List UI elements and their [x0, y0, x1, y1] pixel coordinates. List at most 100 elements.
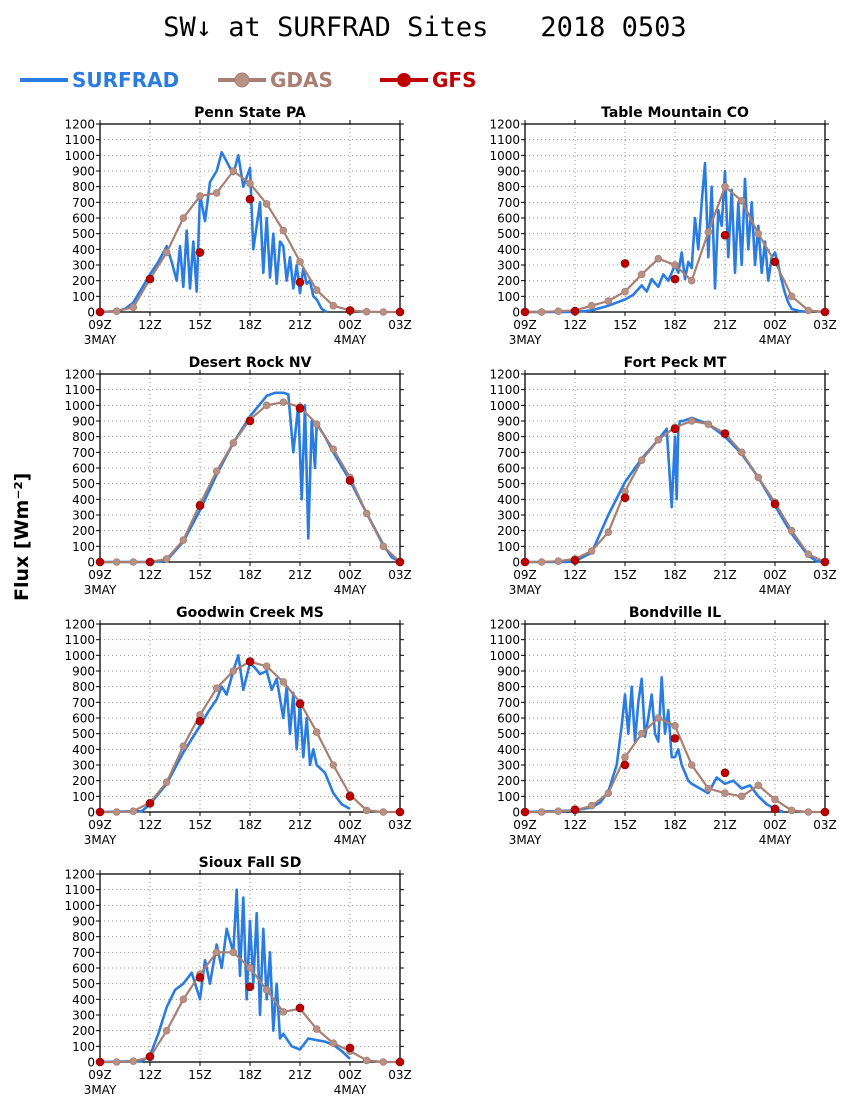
x-tick-label: 21Z [713, 568, 737, 582]
y-tick-label: 0 [512, 806, 520, 820]
y-tick-label: 1200 [489, 368, 520, 382]
gdas-point [262, 401, 271, 410]
y-tick-label: 400 [497, 493, 520, 507]
y-tick-label: 800 [72, 930, 95, 944]
legend-label-gfs: GFS [432, 68, 477, 92]
gfs-point [770, 804, 780, 814]
gdas-point [262, 200, 271, 208]
x-tick-label: 09Z [513, 568, 537, 582]
x-date-label: 4MAY [759, 333, 792, 347]
gdas-point [162, 778, 171, 787]
gfs-point [820, 307, 830, 317]
gdas-point [721, 789, 729, 797]
gdas-point [787, 526, 796, 535]
x-tick-label: 21Z [288, 568, 312, 582]
gfs-point [345, 792, 355, 801]
y-tick-label: 500 [497, 477, 520, 491]
gfs-point [95, 807, 105, 817]
y-tick-label: 1000 [64, 649, 95, 663]
gdas-point [279, 398, 288, 407]
gdas-point [804, 306, 813, 315]
gdas-point [262, 662, 271, 671]
y-tick-label: 0 [87, 1056, 95, 1070]
x-tick-label: 18Z [663, 568, 687, 582]
gdas-point [379, 308, 388, 316]
x-tick-label: 15Z [613, 318, 637, 332]
chart-title: Table Mountain CO [601, 105, 749, 121]
x-tick-label: 09Z [88, 568, 112, 582]
x-tick-label: 03Z [388, 1068, 412, 1082]
y-tick-label: 1200 [64, 118, 95, 132]
y-tick-label: 600 [497, 212, 520, 226]
y-tick-label: 800 [497, 430, 520, 444]
y-tick-label: 200 [72, 774, 95, 788]
x-tick-label: 18Z [238, 1068, 262, 1082]
gdas-point [196, 192, 204, 200]
gdas-point [312, 286, 321, 294]
gdas-point [787, 806, 796, 815]
x-tick-label: 18Z [238, 568, 262, 582]
gdas-point [112, 307, 121, 316]
y-tick-label: 1000 [64, 149, 95, 163]
y-tick-label: 1200 [64, 368, 95, 382]
gfs-point [670, 424, 680, 434]
x-tick-label: 21Z [713, 318, 737, 332]
x-tick-label: 12Z [563, 568, 587, 582]
legend-label-surfrad: SURFRAD [72, 68, 180, 92]
gfs-point [720, 768, 730, 778]
x-tick-label: 03Z [388, 568, 412, 582]
gdas-point [637, 729, 646, 738]
y-tick-label: 700 [72, 946, 95, 960]
y-tick-label: 300 [497, 509, 520, 523]
gdas-point [737, 196, 746, 205]
gdas-point [162, 1026, 171, 1035]
y-tick-label: 900 [497, 165, 520, 179]
y-tick-label: 700 [72, 446, 95, 460]
gfs-point [195, 501, 205, 510]
gdas-point [229, 439, 238, 447]
y-tick-label: 900 [497, 665, 520, 679]
y-tick-label: 0 [87, 306, 95, 320]
y-tick-label: 400 [72, 993, 95, 1007]
gdas-point [279, 1008, 288, 1016]
x-date-label: 4MAY [334, 1083, 367, 1097]
y-tick-label: 1100 [64, 133, 95, 147]
x-date-label: 4MAY [334, 583, 367, 597]
x-tick-label: 18Z [663, 318, 687, 332]
gdas-point [621, 287, 629, 296]
y-tick-label: 200 [72, 1024, 95, 1038]
gfs-point [95, 557, 105, 567]
x-tick-label: 18Z [238, 318, 262, 332]
gfs-point [145, 799, 155, 808]
gdas-point [587, 801, 596, 810]
gdas-point [229, 667, 238, 675]
x-tick-label: 15Z [613, 818, 637, 832]
legend-label-gdas: GDAS [270, 68, 333, 92]
y-tick-label: 0 [512, 306, 520, 320]
y-tick-label: 800 [72, 180, 95, 194]
x-tick-label: 03Z [813, 318, 837, 332]
gdas-point [379, 1058, 388, 1066]
y-tick-label: 200 [497, 524, 520, 538]
gfs-point [520, 307, 530, 317]
gfs-point [720, 230, 730, 240]
gfs-point [395, 307, 405, 317]
x-tick-label: 00Z [338, 1068, 362, 1082]
chart-title: Goodwin Creek MS [176, 605, 324, 621]
gfs-point [295, 277, 305, 287]
y-tick-label: 1100 [64, 383, 95, 397]
x-date-label: 4MAY [759, 583, 792, 597]
gdas-point [179, 742, 188, 750]
figure-title: SW↓ at SURFRAD Sites 2018 0503 [0, 12, 850, 43]
gfs-point [820, 807, 830, 817]
x-tick-label: 12Z [563, 818, 587, 832]
gfs-point [820, 557, 830, 567]
series-surfrad-line [524, 675, 784, 814]
y-tick-label: 200 [72, 524, 95, 538]
gfs-point [770, 257, 780, 267]
x-tick-label: 00Z [763, 818, 787, 832]
